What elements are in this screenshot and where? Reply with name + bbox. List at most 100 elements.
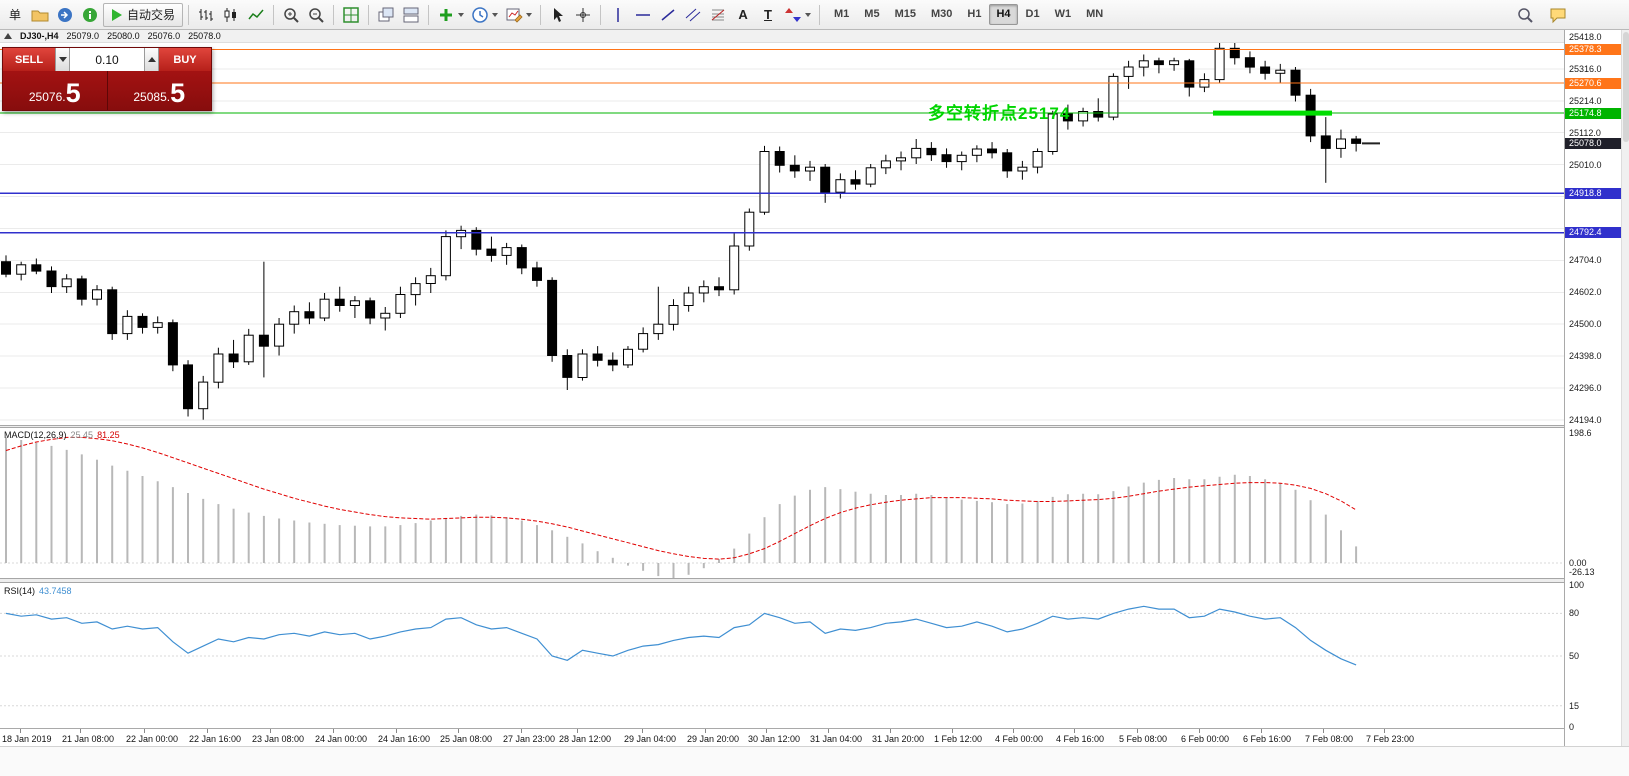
ohlc-low: 25076.0 (147, 31, 181, 41)
buy-button[interactable]: BUY (159, 48, 211, 71)
macd-signal-line (5, 436, 1357, 560)
panel-separator[interactable] (0, 425, 1564, 428)
price-axis-label: 24704.0 (1569, 255, 1602, 266)
volume-input[interactable] (70, 48, 144, 71)
axis-border (1564, 30, 1565, 746)
chat-icon[interactable] (1546, 3, 1570, 27)
macd-panel-canvas[interactable] (0, 428, 1564, 578)
candle-body (1017, 166, 1028, 172)
time-tick (1013, 729, 1014, 733)
candle-body (46, 270, 57, 288)
autotrade-button[interactable]: 自动交易 (103, 2, 184, 27)
rsi-line (5, 605, 1357, 666)
cascade-windows-icon[interactable] (374, 3, 398, 27)
vertical-line-icon[interactable] (606, 3, 630, 27)
time-axis-label: 4 Feb 00:00 (995, 734, 1044, 744)
time-tick (396, 729, 397, 733)
line-chart-icon[interactable] (244, 3, 268, 27)
price-axis-label: 24602.0 (1569, 287, 1602, 298)
time-axis-label: 24 Jan 00:00 (315, 734, 368, 744)
candle-body (789, 164, 800, 172)
search-icon[interactable] (1513, 3, 1537, 27)
candle-body (562, 355, 573, 378)
price-chart-canvas[interactable] (0, 43, 1564, 425)
candle-body (865, 167, 876, 185)
terminal-icon[interactable] (53, 3, 77, 27)
candle-body (971, 148, 982, 156)
cursor-icon[interactable] (546, 3, 570, 27)
time-axis-label: 21 Jan 08:00 (62, 734, 115, 744)
timeframe-button-h1[interactable]: H1 (967, 8, 982, 20)
arrows-button[interactable] (781, 3, 814, 27)
candle-body (395, 294, 406, 314)
timeframe-button-m15[interactable]: M15 (894, 8, 916, 20)
sell-price-button[interactable]: 25076. 5 (28, 78, 81, 108)
candle-body (92, 289, 102, 300)
timeframe-button-mn[interactable]: MN (1086, 8, 1104, 20)
candle-body (107, 289, 118, 335)
bar-chart-icon[interactable] (194, 3, 218, 27)
profiles-icon[interactable] (28, 3, 52, 27)
candle-body (532, 267, 542, 281)
timeframe-button-w1[interactable]: W1 (1054, 8, 1072, 20)
text-label-icon[interactable]: T (764, 7, 772, 22)
new-order-button[interactable]: 单 (8, 8, 21, 22)
periods-button[interactable] (468, 3, 501, 27)
info-icon[interactable] (78, 3, 102, 27)
volume-increase-button[interactable] (144, 48, 159, 71)
volume-decrease-button[interactable] (55, 48, 70, 71)
candles (1, 43, 1362, 420)
timeframe-button-m5[interactable]: M5 (864, 8, 880, 20)
toolbar-separator (188, 4, 190, 25)
channel-icon[interactable] (681, 3, 705, 27)
candle-body (258, 334, 269, 347)
candle-body (501, 247, 512, 256)
candle-body (1275, 69, 1286, 74)
annotation-text[interactable]: 多空转折点25174 (928, 104, 1071, 123)
timeframe-button-h4[interactable]: H4 (989, 4, 1018, 25)
toolbar-separator (273, 4, 275, 25)
time-axis[interactable]: 18 Jan 2019 21 Jan 08:00 22 Jan 00:00 22 Ja… (0, 728, 1564, 746)
toolbar-separator (368, 4, 370, 25)
rsi-axis-label: 100 (1569, 580, 1585, 590)
time-axis-label: 22 Jan 16:00 (189, 734, 242, 744)
rsi-panel-canvas[interactable] (0, 583, 1564, 728)
crosshair-icon[interactable] (571, 3, 595, 27)
candle-body (243, 334, 254, 363)
timeframe-button-m1[interactable]: M1 (834, 8, 850, 20)
candle-body (334, 298, 345, 307)
zoom-in-icon[interactable] (279, 3, 303, 27)
tile-windows-icon[interactable] (339, 3, 363, 27)
timeframe-button-m30[interactable]: M30 (930, 8, 953, 20)
trade-panel-toggle-icon[interactable] (4, 33, 12, 39)
price-axis[interactable]: 25418.0 25316.0 25214.0 25112.0 25010.0 24704… (1565, 0, 1621, 776)
timeframe-button-d1[interactable]: D1 (1025, 8, 1040, 20)
templates-button[interactable] (502, 3, 535, 27)
time-axis-label: 23 Jan 08:00 (252, 734, 305, 744)
scrollbar-thumb[interactable] (1623, 32, 1629, 142)
price-divider (106, 71, 108, 110)
tile-horizontal-icon[interactable] (399, 3, 423, 27)
candlestick-icon[interactable] (219, 3, 243, 27)
candle-body (1260, 66, 1271, 74)
horizontal-line-icon[interactable] (631, 3, 655, 27)
autotrade-label: 自动交易 (127, 8, 176, 22)
candle-body (183, 364, 193, 410)
buy-price-button[interactable]: 25085. 5 (133, 78, 186, 108)
fibonacci-icon[interactable] (706, 3, 730, 27)
vertical-scrollbar[interactable] (1621, 30, 1629, 746)
indicators-button[interactable] (434, 3, 467, 27)
time-tick (1199, 729, 1200, 733)
candle-body (440, 236, 451, 277)
zoom-out-icon[interactable] (304, 3, 328, 27)
macd-axis-label: -26.13 (1569, 567, 1595, 577)
sell-button[interactable]: SELL (3, 48, 55, 71)
panel-separator[interactable] (0, 578, 1564, 583)
text-tool-icon[interactable]: A (738, 7, 748, 22)
time-axis-label: 29 Jan 20:00 (687, 734, 740, 744)
ohlc-close: 25078.0 (188, 31, 221, 41)
candle-body (774, 151, 785, 166)
candle-body (729, 245, 740, 291)
candle-body (486, 248, 497, 256)
trendline-icon[interactable] (656, 3, 680, 27)
